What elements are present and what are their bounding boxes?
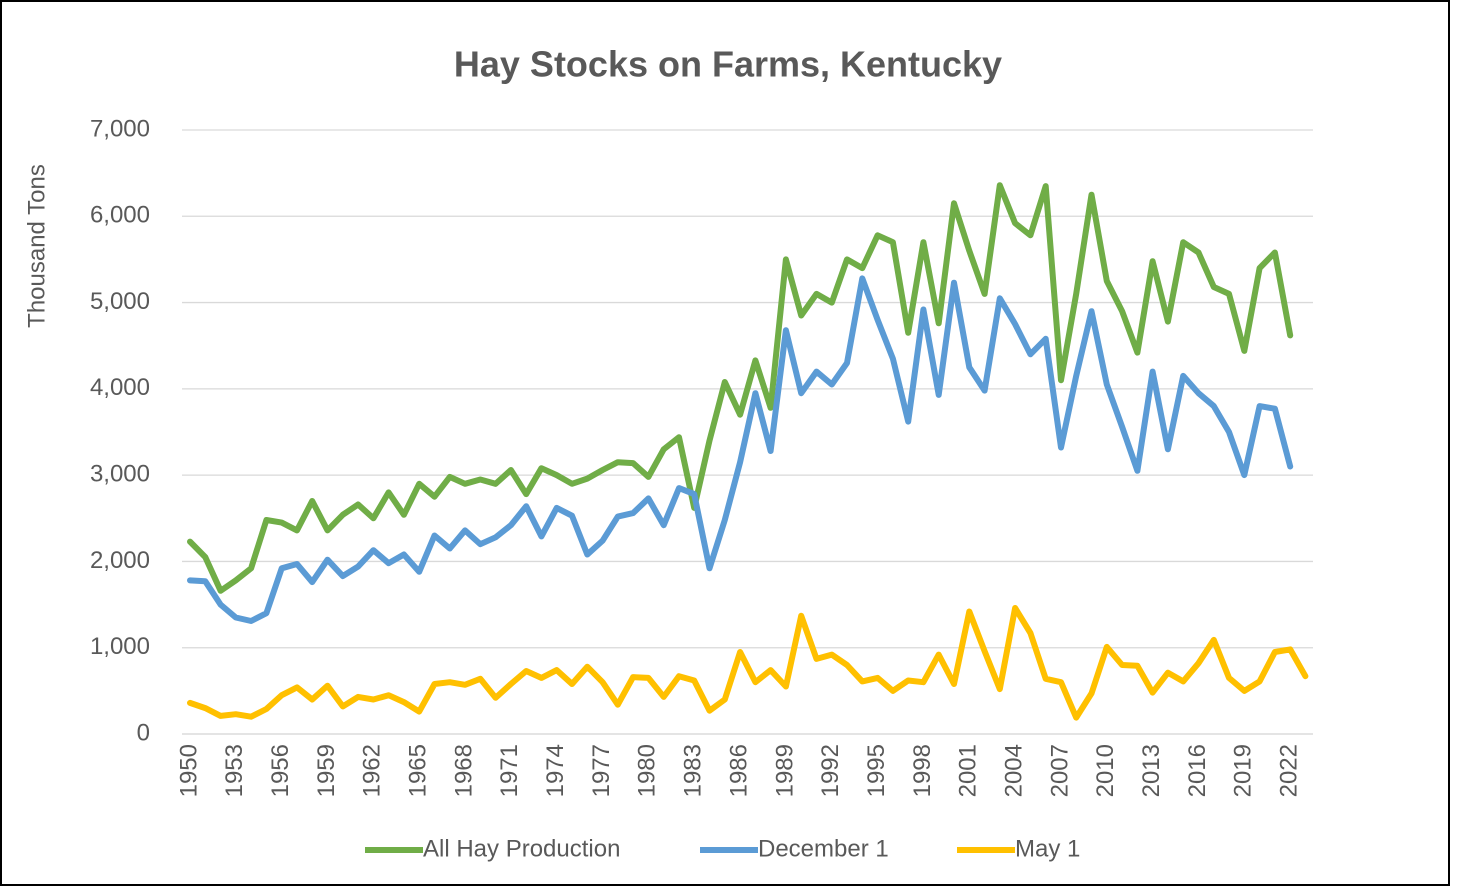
x-tick-label: 1980 <box>634 744 661 797</box>
x-tick-label: 2022 <box>1276 744 1303 797</box>
y-tick-label: 7,000 <box>90 115 150 142</box>
chart-title: Hay Stocks on Farms, Kentucky <box>454 44 1002 85</box>
x-tick-label: 1971 <box>496 744 523 797</box>
y-tick-label: 3,000 <box>90 460 150 487</box>
x-tick-label: 1959 <box>313 744 340 797</box>
x-tick-label: 2019 <box>1230 744 1257 797</box>
x-tick-label: 1998 <box>909 744 936 797</box>
x-tick-label: 1983 <box>680 744 707 797</box>
legend-label: May 1 <box>1015 835 1080 862</box>
line-series <box>187 275 1294 624</box>
line-series <box>187 605 1309 721</box>
x-tick-label: 1965 <box>405 744 432 797</box>
x-tick-label: 1953 <box>221 744 248 797</box>
x-tick-label: 1995 <box>863 744 890 797</box>
x-tick-label: 1956 <box>267 744 294 797</box>
y-tick-label: 5,000 <box>90 288 150 315</box>
x-tick-label: 1974 <box>542 744 569 797</box>
x-tick-label: 2013 <box>1138 744 1165 797</box>
y-tick-label: 6,000 <box>90 202 150 229</box>
x-tick-label: 1986 <box>725 744 752 797</box>
y-tick-label: 0 <box>137 719 150 746</box>
legend-label: All Hay Production <box>423 835 620 862</box>
x-tick-label: 2007 <box>1046 744 1073 797</box>
x-tick-label: 2016 <box>1184 744 1211 797</box>
y-tick-label: 4,000 <box>90 374 150 401</box>
x-tick-label: 1977 <box>588 744 615 797</box>
legend-label: December 1 <box>758 835 889 862</box>
x-tick-label: 1968 <box>450 744 477 797</box>
y-axis-label: Thousand Tons <box>23 164 50 328</box>
line-series <box>187 182 1294 594</box>
x-tick-label: 1962 <box>359 744 386 797</box>
x-tick-label: 1992 <box>817 744 844 797</box>
y-tick-label: 1,000 <box>90 633 150 660</box>
y-tick-label: 2,000 <box>90 547 150 574</box>
x-tick-label: 2004 <box>1000 744 1027 797</box>
x-tick-label: 1989 <box>771 744 798 797</box>
x-tick-label: 2010 <box>1092 744 1119 797</box>
x-tick-label: 2001 <box>955 744 982 797</box>
x-tick-label: 1950 <box>175 744 202 797</box>
